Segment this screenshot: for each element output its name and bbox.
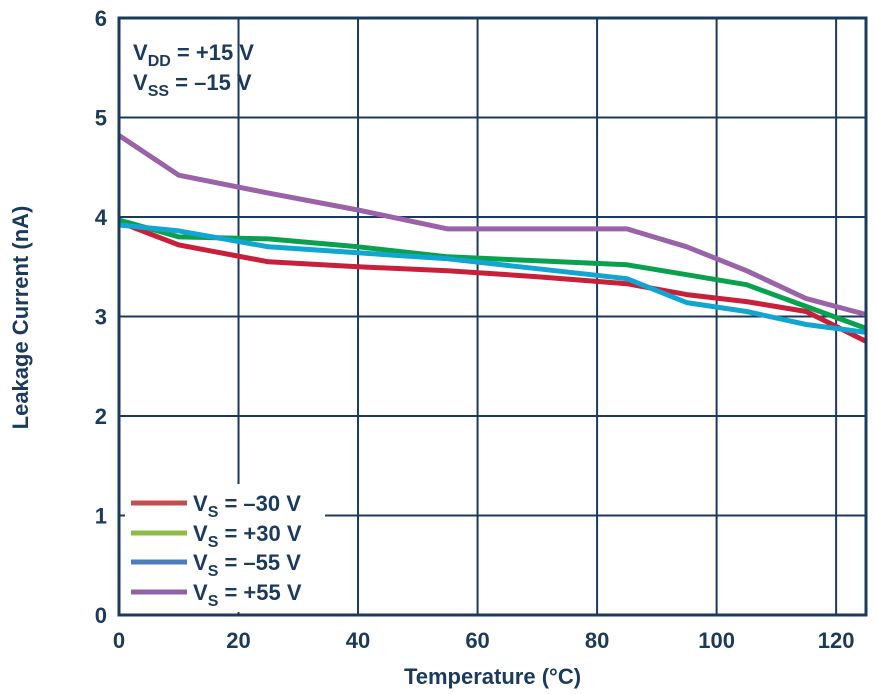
plot-frame: [117, 16, 868, 617]
vss-sub: SS: [148, 83, 170, 100]
legend-label-main: V: [193, 580, 208, 605]
y-tick-label: 5: [95, 106, 107, 131]
y-tick-label: 3: [95, 305, 107, 330]
vdd-rest: = +15 V: [171, 40, 255, 65]
y-tick-label: 0: [95, 603, 107, 628]
legend-label: VS = +55 V: [193, 580, 302, 610]
x-tick-label: 80: [585, 628, 609, 653]
legend-label-sub: S: [208, 563, 219, 580]
legend-label: VS = –55 V: [193, 550, 301, 580]
legend-label-rest: = +30 V: [218, 521, 302, 546]
legend-label-sub: S: [208, 534, 219, 551]
vdd-annotation: VDD = +15 V: [133, 40, 254, 70]
series-line-3: [118, 222, 867, 335]
legend-label: VS = –30 V: [193, 491, 301, 521]
legend-label-main: V: [193, 491, 208, 516]
legend-label-rest: = –55 V: [218, 550, 301, 575]
legend: VS = –30 VVS = +30 VVS = –55 VVS = +55 V: [125, 484, 325, 612]
series-line-4: [117, 133, 867, 317]
legend-label-rest: = –30 V: [218, 491, 301, 516]
legend-label-main: V: [193, 550, 208, 575]
legend-label-sub: S: [208, 504, 219, 521]
legend-label: VS = +30 V: [193, 521, 302, 551]
vss-main: V: [133, 70, 148, 95]
x-tick-label: 40: [346, 628, 370, 653]
y-tick-label: 6: [95, 6, 107, 31]
x-tick-label: 0: [113, 628, 125, 653]
series-line-1: [118, 219, 868, 344]
x-axis-title: Temperature (°C): [404, 664, 581, 689]
y-tick-label: 1: [95, 504, 107, 529]
vss-rest: = –15 V: [169, 70, 252, 95]
legend-label-main: V: [193, 521, 208, 546]
vss-annotation: VSS = –15 V: [133, 70, 252, 100]
vdd-main: V: [133, 40, 148, 65]
x-tick-label: 120: [818, 628, 855, 653]
y-tick-label: 2: [95, 404, 107, 429]
x-tick-label: 20: [226, 628, 250, 653]
x-tick-label: 60: [465, 628, 489, 653]
y-tick-label: 4: [95, 205, 108, 230]
x-tick-label: 100: [698, 628, 735, 653]
legend-label-sub: S: [208, 593, 219, 610]
supply-voltage-annotation: VDD = +15 V VSS = –15 V: [133, 40, 254, 100]
series-lines: [117, 133, 868, 344]
series-line-2: [118, 217, 867, 331]
tick-labels: 0 20 40 60 80 100 120 0 1 2 3 4 5 6: [95, 6, 855, 653]
vdd-sub: DD: [148, 53, 171, 70]
legend-label-rest: = +55 V: [218, 580, 302, 605]
y-axis-title: Leakage Current (nA): [8, 206, 33, 430]
